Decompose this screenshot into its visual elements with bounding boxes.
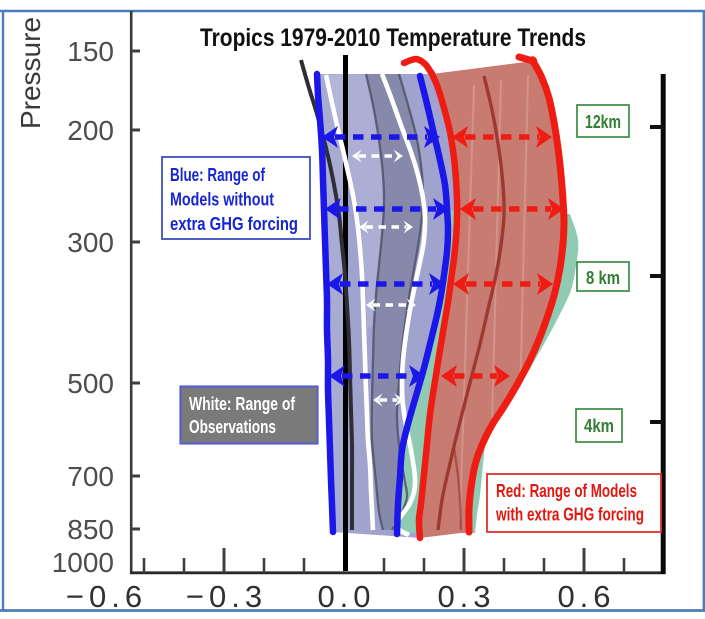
svg-text:extra GHG forcing: extra GHG forcing	[170, 214, 298, 234]
svg-text:150: 150	[67, 36, 114, 67]
svg-text:0.3: 0.3	[437, 579, 495, 614]
svg-text:White: Range of: White: Range of	[189, 394, 296, 414]
svg-text:8 km: 8 km	[586, 268, 620, 288]
svg-text:4km: 4km	[584, 416, 614, 436]
svg-text:0.6: 0.6	[557, 579, 615, 614]
svg-text:−0.3: −0.3	[186, 579, 267, 614]
svg-text:Observations: Observations	[189, 417, 276, 437]
svg-text:700: 700	[67, 461, 114, 492]
svg-text:500: 500	[67, 368, 114, 399]
svg-text:12km: 12km	[585, 112, 621, 132]
svg-text:Red: Range of Models: Red: Range of Models	[496, 481, 637, 501]
svg-text:Models without: Models without	[170, 190, 274, 210]
svg-text:850: 850	[67, 514, 114, 545]
svg-text:0.0: 0.0	[317, 579, 375, 614]
svg-text:−0.6: −0.6	[66, 579, 147, 614]
svg-text:with extra GHG forcing: with extra GHG forcing	[495, 505, 644, 525]
svg-text:300: 300	[67, 227, 114, 258]
svg-text:Pressure: Pressure	[15, 17, 46, 129]
svg-text:200: 200	[67, 115, 114, 146]
svg-text:1000: 1000	[52, 547, 114, 578]
svg-text:Blue: Range of: Blue: Range of	[170, 165, 266, 185]
svg-text:Tropics 1979-2010 Temperature: Tropics 1979-2010 Temperature Trends	[200, 24, 586, 52]
